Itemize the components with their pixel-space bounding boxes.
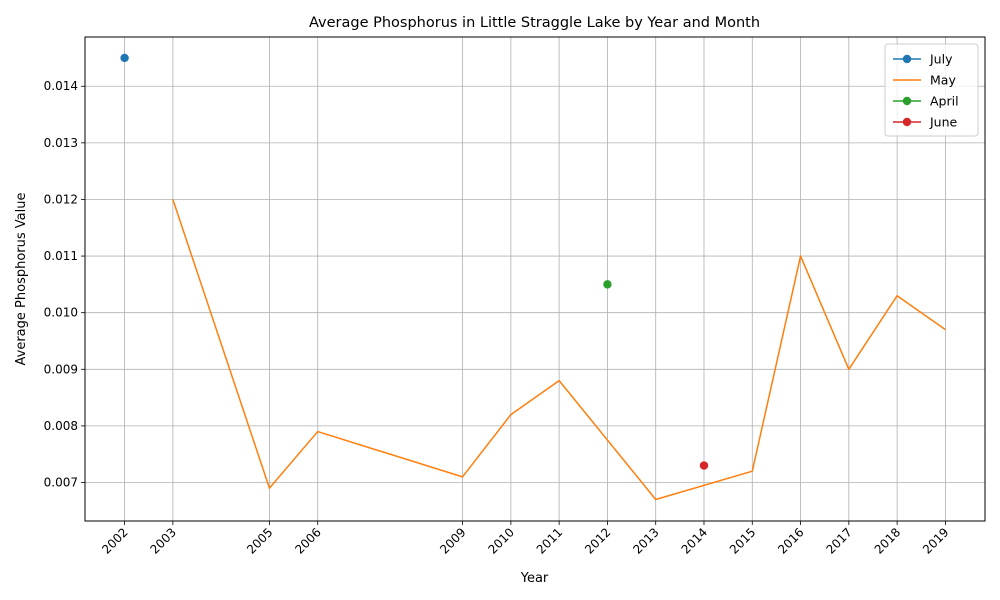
y-tick-label: 0.009 (44, 362, 78, 376)
x-tick-label: 2011 (534, 525, 565, 556)
x-tick-label: 2015 (727, 525, 758, 556)
y-tick-label: 0.014 (44, 79, 78, 93)
y-tick-label: 0.008 (44, 419, 78, 433)
x-tick-label: 2012 (582, 525, 613, 556)
x-tick-label: 2016 (775, 525, 806, 556)
y-tick-label: 0.013 (44, 136, 78, 150)
series-may (172, 199, 946, 501)
series-line-may (172, 199, 946, 501)
data-point-july (120, 53, 129, 63)
y-tick-label: 0.012 (44, 192, 78, 206)
legend-label-june: June (929, 115, 958, 130)
x-tick-label: 2009 (437, 525, 468, 556)
data-series (120, 53, 946, 501)
x-axis-title: Year (520, 571, 549, 586)
legend: July May April June (884, 43, 979, 137)
y-tick-label: 0.007 (44, 476, 78, 490)
chart-title: Average Phosphorus in Little Straggle La… (309, 15, 760, 31)
plot-area-frame (84, 36, 986, 522)
legend-marker-june (902, 117, 912, 127)
y-tick-label: 0.010 (44, 306, 78, 320)
series-july (120, 53, 129, 63)
legend-item-june: June (893, 115, 958, 130)
x-tick-label: 2017 (823, 525, 854, 556)
legend-marker-april (902, 96, 912, 106)
x-axis-ticks: 2002 2003 2005 2006 2009 2010 2011 2012 2013 2014… (99, 521, 952, 557)
legend-item-april: April (893, 94, 959, 109)
data-point-june (699, 461, 709, 470)
x-tick-label: 2006 (292, 525, 323, 556)
x-tick-label: 2019 (920, 525, 951, 556)
x-tick-label: 2002 (99, 525, 130, 556)
y-tick-label: 0.011 (44, 249, 78, 263)
series-june (699, 461, 709, 470)
legend-item-july: July (893, 52, 953, 67)
y-axis-title: Average Phosphorus Value (14, 193, 29, 366)
legend-box (884, 43, 979, 137)
legend-label-april: April (930, 94, 959, 109)
legend-marker-july (902, 54, 912, 64)
data-point-april (603, 280, 612, 289)
legend-label-may: May (930, 73, 956, 88)
x-tick-label: 2013 (630, 525, 661, 556)
grid-lines (85, 37, 985, 521)
x-tick-label: 2003 (147, 525, 178, 556)
x-tick-label: 2010 (485, 525, 516, 556)
legend-item-may: May (893, 73, 956, 88)
y-axis-ticks: 0.007 0.008 0.009 0.010 0.011 0.012 0.013 0.014 (44, 79, 85, 490)
x-tick-label: 2005 (244, 525, 275, 556)
x-tick-label: 2014 (679, 525, 710, 556)
series-april (603, 280, 612, 289)
x-tick-label: 2018 (872, 525, 903, 556)
legend-label-july: July (929, 52, 953, 67)
